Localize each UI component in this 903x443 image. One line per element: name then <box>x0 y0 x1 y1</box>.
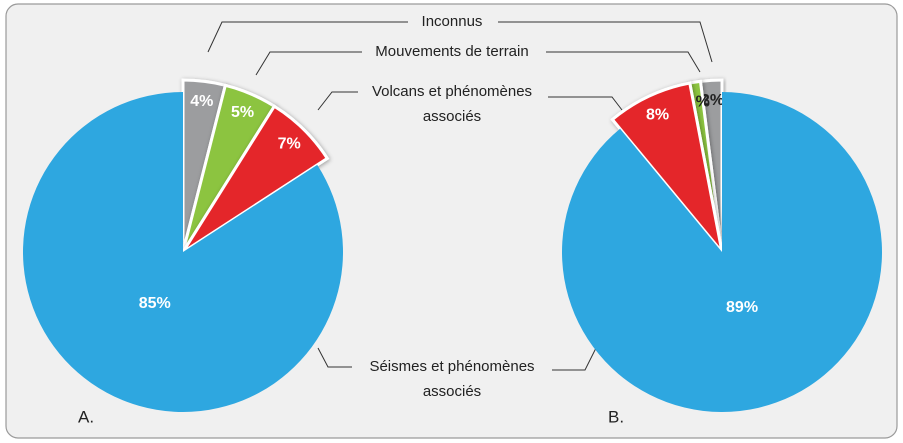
value-label: 5% <box>231 104 254 121</box>
pie-slice <box>561 92 882 412</box>
value-label: 2% <box>701 92 724 109</box>
pie-slice <box>22 92 343 412</box>
value-label: 8% <box>646 106 669 123</box>
pie-slice <box>181 104 330 254</box>
category-label: Mouvements de terrain <box>375 43 529 60</box>
leader-lines <box>207 21 713 371</box>
chart-label: B. <box>608 407 624 426</box>
category-label: Séismes et phénomènes associés <box>369 358 535 400</box>
value-label: 7% <box>278 135 301 152</box>
value-label: 89% <box>726 299 758 316</box>
value-label: 4% <box>190 93 213 110</box>
value-label: 85% <box>139 295 171 312</box>
pie-slice <box>610 81 724 253</box>
category-label: Volcans et phénomènes associés <box>371 83 533 125</box>
category-label: Inconnus <box>421 13 483 30</box>
chart-label: A. <box>78 407 94 426</box>
